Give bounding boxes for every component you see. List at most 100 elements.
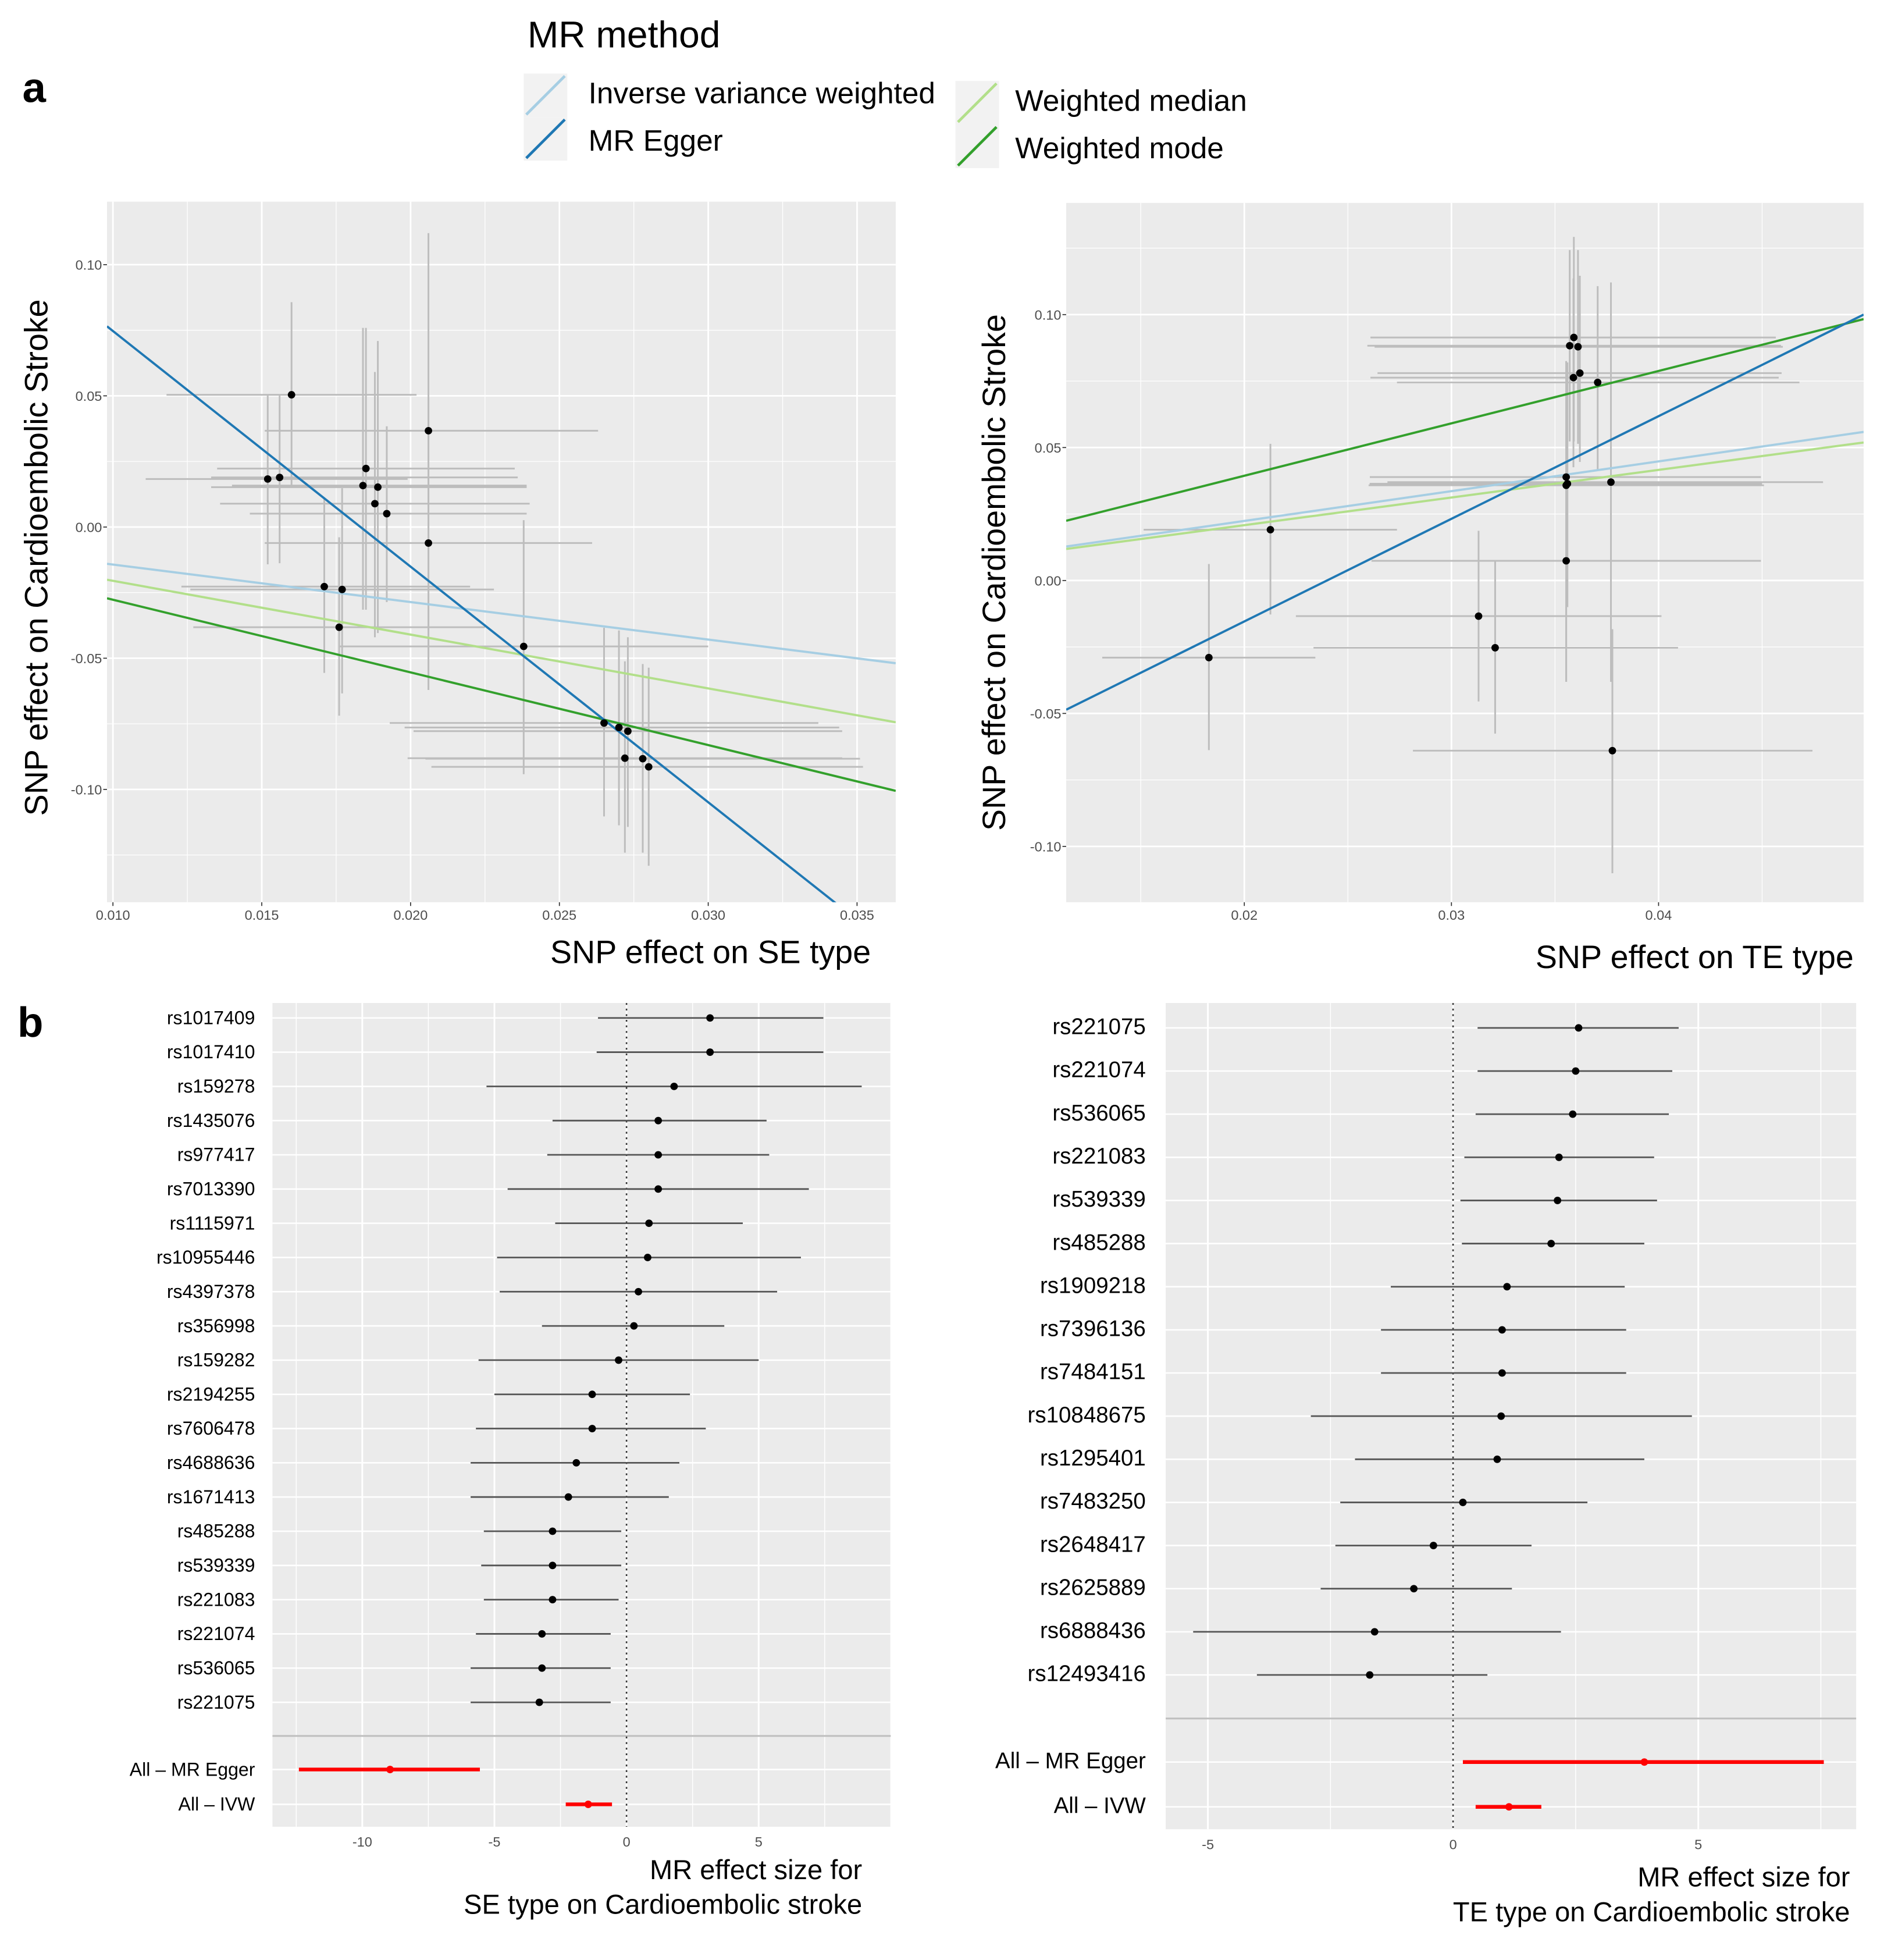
x-tick-label: 0.04 <box>1646 908 1672 923</box>
snp-estimate <box>654 1185 663 1193</box>
snp-estimate <box>564 1493 572 1501</box>
summary-label: All – MR Egger <box>130 1759 255 1780</box>
snp-estimate <box>670 1082 678 1090</box>
snp-point <box>644 763 653 771</box>
snp-estimate <box>1366 1671 1374 1679</box>
snp-estimate <box>1547 1240 1555 1247</box>
snp-estimate <box>1429 1542 1437 1550</box>
snp-label: rs12493416 <box>1028 1662 1146 1687</box>
snp-label: rs221083 <box>1052 1144 1145 1169</box>
snp-estimate <box>1370 1628 1379 1636</box>
snp-label: rs221083 <box>177 1589 255 1610</box>
snp-label: rs1295401 <box>1040 1446 1146 1471</box>
plot-panel <box>272 1003 891 1827</box>
summary-estimate <box>584 1801 592 1808</box>
snp-point <box>615 724 623 731</box>
snp-label: rs356998 <box>177 1315 255 1336</box>
scatter-te-type: 0.02 0.03 0.04 -0.10 -0.05 0.00 0.05 0.10 <box>1030 202 1864 923</box>
snp-estimate <box>1569 1110 1577 1118</box>
snp-point <box>1576 369 1584 377</box>
regression-line-mr-egger <box>106 325 836 902</box>
x-tick-label: 0.035 <box>840 908 874 923</box>
y-tick-label: 0.05 <box>76 389 102 404</box>
forest-te-x-title-line1: MR effect size for <box>1637 1862 1850 1893</box>
plot-content <box>106 233 896 902</box>
snp-estimate <box>538 1630 546 1638</box>
snp-estimate <box>572 1459 581 1467</box>
snp-point <box>1566 342 1574 350</box>
y-tick-label: 0.00 <box>76 520 102 535</box>
snp-estimate <box>615 1356 622 1364</box>
summary-label: All – MR Egger <box>995 1748 1146 1773</box>
snp-estimate <box>1459 1499 1467 1506</box>
y-tick-label: 0.00 <box>1035 573 1062 588</box>
snp-point <box>1266 526 1274 533</box>
scatter-te-y-axis-title: SNP effect on Cardioembolic Stroke <box>976 314 1012 831</box>
legend-key-weighted-mode <box>955 124 999 168</box>
snp-estimate <box>1498 1369 1506 1377</box>
snp-estimate <box>1493 1455 1501 1463</box>
legend-key-weighted-median <box>955 81 999 125</box>
snp-estimate <box>1555 1153 1563 1161</box>
snp-point <box>1608 746 1616 755</box>
snp-estimate <box>549 1561 557 1570</box>
snp-point <box>338 585 346 593</box>
scatter-se-x-axis-title: SNP effect on SE type <box>550 934 871 970</box>
x-tick-label: 0 <box>1450 1837 1457 1852</box>
y-tick-label: 0.10 <box>76 257 102 272</box>
x-tick-label: 0.030 <box>691 908 725 923</box>
summary-estimate <box>1505 1803 1513 1811</box>
snp-estimate <box>644 1254 651 1261</box>
legend-key-ivw <box>524 73 568 118</box>
summary-estimate <box>386 1766 394 1773</box>
x-tick-label: 0.020 <box>393 908 428 923</box>
x-tick-label: -5 <box>1202 1837 1214 1852</box>
snp-label: rs1671413 <box>167 1486 255 1507</box>
y-tick-label: -0.05 <box>71 651 102 666</box>
snp-label: rs1115971 <box>170 1212 255 1233</box>
snp-label: rs7484151 <box>1040 1360 1146 1385</box>
snp-point <box>1570 333 1578 342</box>
snp-label: rs4397378 <box>167 1281 255 1302</box>
plot-panel <box>1066 202 1864 902</box>
snp-point <box>624 727 632 735</box>
snp-estimate <box>588 1390 596 1399</box>
snp-point <box>1607 478 1615 486</box>
snp-point <box>1205 653 1213 661</box>
forest-se-x-title-line1: MR effect size for <box>650 1854 862 1885</box>
regression-line-weighted-median <box>106 578 896 724</box>
snp-label: rs7606478 <box>167 1418 255 1439</box>
forest-se-type: -10 -5 0 5 rs1017409 rs1017410 rs159278 rs14350… <box>130 1003 892 1849</box>
regression-line-weighted-mode <box>1066 318 1864 522</box>
snp-estimate <box>1497 1412 1505 1420</box>
snp-estimate <box>588 1425 596 1432</box>
forest-te-type: -5 0 5 rs221075 rs221074 rs536065 rs221083 rs53… <box>995 1003 1857 1852</box>
snp-point <box>600 719 608 727</box>
legend-label-weighted-mode: Weighted mode <box>1015 131 1224 165</box>
snp-estimate <box>538 1664 546 1672</box>
summary-label: All – IVW <box>1054 1793 1146 1818</box>
scatter-te-x-axis-title: SNP effect on TE type <box>1536 939 1854 975</box>
legend: MR method Inverse variance weighted MR E… <box>524 13 1247 168</box>
summary-label: All – IVW <box>179 1794 256 1815</box>
snp-label: rs2194255 <box>167 1383 255 1404</box>
snp-point <box>519 642 528 650</box>
snp-point <box>320 582 328 591</box>
snp-label: rs221074 <box>1052 1058 1145 1083</box>
snp-label: rs7483250 <box>1040 1489 1146 1514</box>
snp-estimate <box>654 1151 663 1159</box>
snp-label: rs536065 <box>177 1657 255 1678</box>
snp-label: rs536065 <box>1052 1101 1145 1126</box>
snp-point <box>371 500 379 508</box>
snp-label: rs1435076 <box>167 1110 255 1131</box>
regression-line-inverse-variance-weighted <box>106 563 896 664</box>
summary-estimate <box>1640 1758 1648 1766</box>
snp-label: rs221075 <box>1052 1015 1145 1040</box>
snp-point <box>383 510 391 518</box>
snp-point <box>425 539 432 547</box>
snp-point <box>374 483 382 491</box>
snp-label: rs159278 <box>177 1076 255 1097</box>
snp-label: rs7396136 <box>1040 1317 1146 1342</box>
snp-estimate <box>654 1116 663 1125</box>
y-tick-label: -0.10 <box>71 782 102 797</box>
